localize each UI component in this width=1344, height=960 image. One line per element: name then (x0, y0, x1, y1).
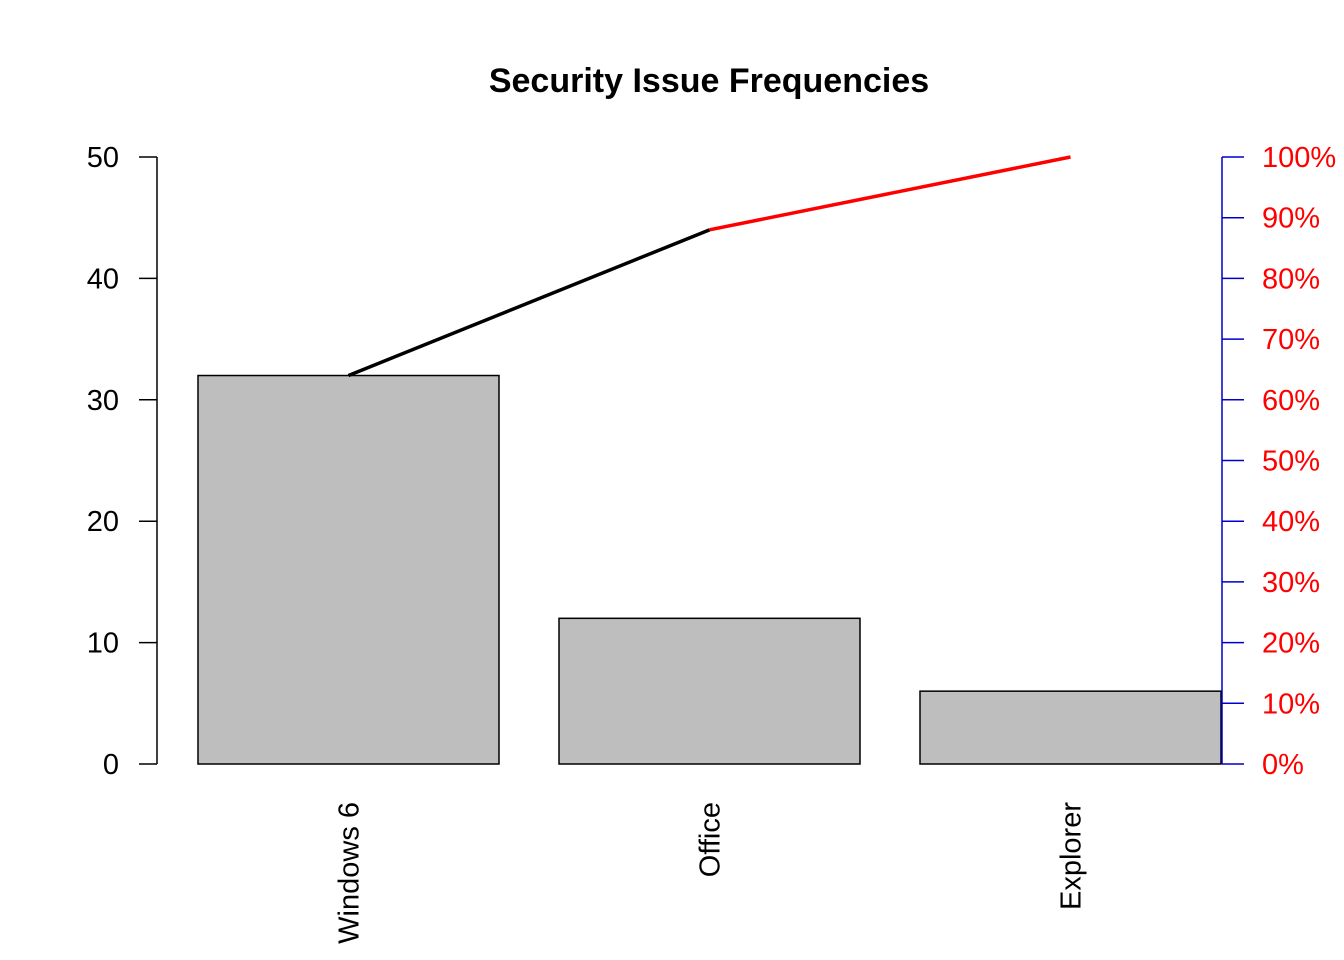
category-label: Windows 6 (334, 802, 366, 944)
right-axis: 0% 10% 20% 30% 40% 50% 60% 70% 80% 90% 100% (1221, 142, 1336, 781)
left-tick-label: 40 (87, 263, 119, 295)
category-labels: Windows 6 Office Explorer (334, 802, 1088, 944)
right-tick-label: 30% (1262, 567, 1320, 599)
bar-explorer (919, 690, 1222, 765)
bar-office (558, 617, 861, 765)
left-tick-label: 50 (87, 142, 119, 174)
right-tick-label: 60% (1262, 385, 1320, 417)
right-tick-label: 20% (1262, 628, 1320, 660)
left-tick-label: 0 (103, 749, 119, 781)
right-tick-label: 40% (1262, 506, 1320, 538)
left-axis: 0 10 20 30 40 50 (87, 142, 158, 781)
left-tick-label: 10 (87, 628, 119, 660)
cumulative-line-group (347, 155, 1071, 378)
right-tick-label: 70% (1262, 324, 1320, 356)
left-tick-label: 20 (87, 506, 119, 538)
cumulative-segment (709, 155, 1071, 232)
category-label: Office (695, 802, 727, 877)
right-tick-label: 50% (1262, 446, 1320, 478)
left-tick-label: 30 (87, 385, 119, 417)
chart-title: Security Issue Frequencies (489, 62, 929, 100)
right-tick-label: 0% (1262, 749, 1304, 781)
category-label: Explorer (1056, 802, 1088, 910)
right-tick-label: 10% (1262, 688, 1320, 720)
right-tick-label: 90% (1262, 203, 1320, 235)
bars-group (197, 374, 1222, 765)
right-tick-label: 100% (1262, 142, 1336, 174)
bar-windows-6 (197, 374, 500, 765)
cumulative-segment (347, 228, 711, 378)
right-tick-label: 80% (1262, 263, 1320, 295)
